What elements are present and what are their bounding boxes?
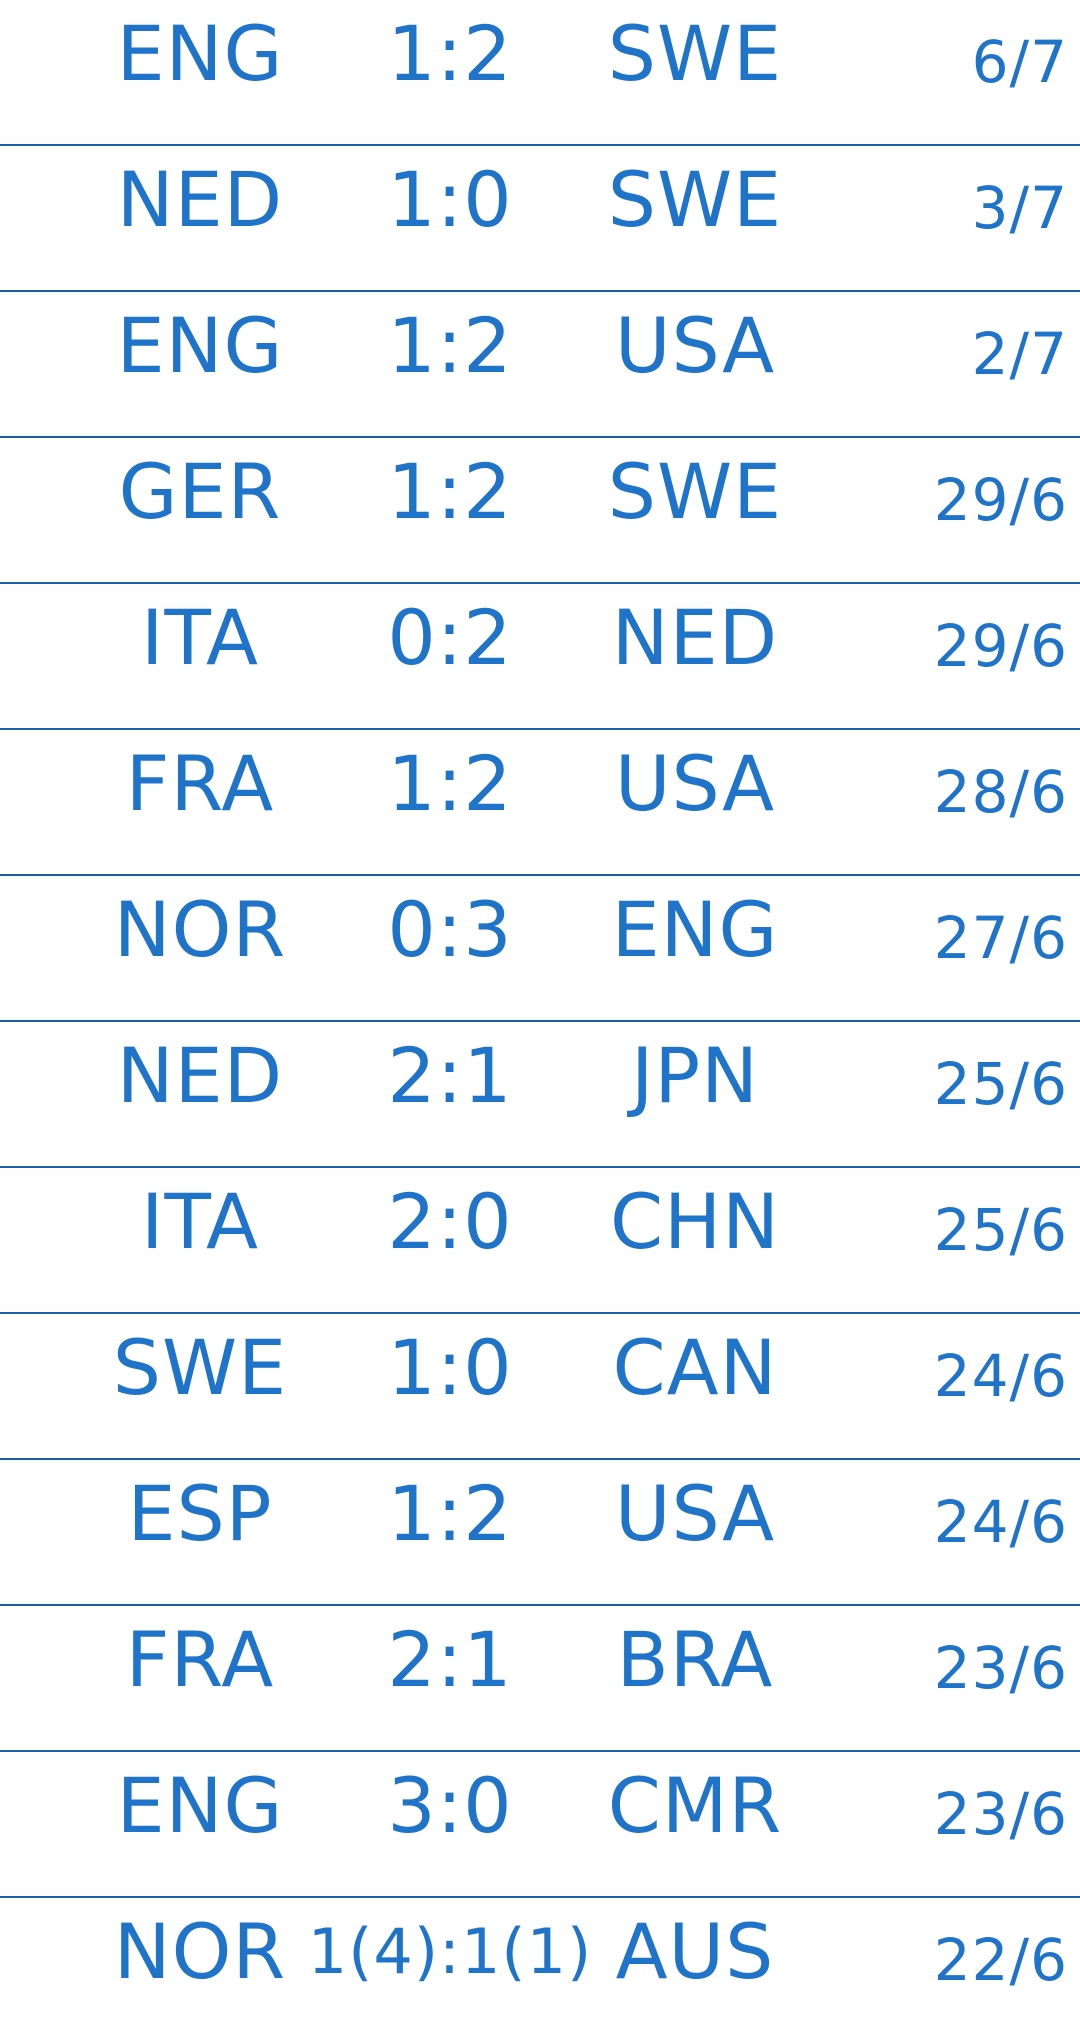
away-team: JPN xyxy=(630,1031,760,1120)
home-team: NED xyxy=(116,1031,284,1120)
match-row[interactable]: ENG 3:0 CMR 23/6 xyxy=(0,1752,1080,1898)
away-team: BRA xyxy=(616,1615,774,1704)
match-date: 25/6 xyxy=(933,1196,1068,1264)
match-score: 2:1 xyxy=(387,1615,513,1704)
home-team: NOR xyxy=(113,1907,287,1996)
away-team: SWE xyxy=(607,447,783,536)
home-team: ENG xyxy=(116,9,284,98)
match-date: 6/7 xyxy=(971,28,1068,96)
match-score: 1:0 xyxy=(387,1323,513,1412)
away-team: SWE xyxy=(607,155,783,244)
match-date: 29/6 xyxy=(933,466,1068,534)
match-row[interactable]: FRA 1:2 USA 28/6 xyxy=(0,730,1080,876)
match-row[interactable]: ESP 1:2 USA 24/6 xyxy=(0,1460,1080,1606)
match-row[interactable]: FRA 2:1 BRA 23/6 xyxy=(0,1606,1080,1752)
away-team: NED xyxy=(611,593,779,682)
match-score: 0:2 xyxy=(387,593,513,682)
match-row[interactable]: ITA 2:0 CHN 25/6 xyxy=(0,1168,1080,1314)
match-score: 1:2 xyxy=(387,301,513,390)
home-team: ITA xyxy=(141,593,259,682)
match-score: 1:2 xyxy=(387,739,513,828)
home-team: FRA xyxy=(125,1615,275,1704)
match-date: 27/6 xyxy=(933,904,1068,972)
away-team: CHN xyxy=(609,1177,781,1266)
match-score: 1:2 xyxy=(387,447,513,536)
match-row[interactable]: NED 2:1 JPN 25/6 xyxy=(0,1022,1080,1168)
match-row[interactable]: SWE 1:0 CAN 24/6 xyxy=(0,1314,1080,1460)
home-team: ENG xyxy=(116,301,284,390)
home-team: ENG xyxy=(116,1761,284,1850)
match-score: 0:3 xyxy=(387,885,513,974)
home-team: NED xyxy=(116,155,284,244)
match-score: 2:1 xyxy=(387,1031,513,1120)
away-team: CAN xyxy=(612,1323,778,1412)
match-row[interactable]: NOR 1(4):1(1) AUS 22/6 xyxy=(0,1898,1080,2044)
home-team: SWE xyxy=(112,1323,288,1412)
away-team: SWE xyxy=(607,9,783,98)
match-row[interactable]: NOR 0:3 ENG 27/6 xyxy=(0,876,1080,1022)
match-score: 2:0 xyxy=(387,1177,513,1266)
home-team: ITA xyxy=(141,1177,259,1266)
match-date: 2/7 xyxy=(971,320,1068,388)
away-team: ENG xyxy=(611,885,779,974)
home-team: ESP xyxy=(127,1469,273,1558)
match-date: 24/6 xyxy=(933,1488,1068,1556)
match-score: 3:0 xyxy=(387,1761,513,1850)
match-score: 1:2 xyxy=(387,9,513,98)
match-row[interactable]: ENG 1:2 USA 2/7 xyxy=(0,292,1080,438)
home-team: NOR xyxy=(113,885,287,974)
away-team: USA xyxy=(614,301,776,390)
match-row[interactable]: ITA 0:2 NED 29/6 xyxy=(0,584,1080,730)
home-team: FRA xyxy=(125,739,275,828)
match-date: 29/6 xyxy=(933,612,1068,680)
away-team: AUS xyxy=(615,1907,775,1996)
away-team: USA xyxy=(614,1469,776,1558)
match-date: 23/6 xyxy=(933,1634,1068,1702)
match-row[interactable]: ENG 1:2 SWE 6/7 xyxy=(0,0,1080,146)
match-date: 3/7 xyxy=(971,174,1068,242)
match-date: 28/6 xyxy=(933,758,1068,826)
match-row[interactable]: NED 1:0 SWE 3/7 xyxy=(0,146,1080,292)
home-team: GER xyxy=(118,447,282,536)
match-date: 25/6 xyxy=(933,1050,1068,1118)
match-date: 23/6 xyxy=(933,1780,1068,1848)
match-score: 1:0 xyxy=(387,155,513,244)
match-score: 1(4):1(1) xyxy=(307,1915,593,1988)
match-date: 22/6 xyxy=(933,1926,1068,1994)
match-date: 24/6 xyxy=(933,1342,1068,1410)
match-row[interactable]: GER 1:2 SWE 29/6 xyxy=(0,438,1080,584)
away-team: CMR xyxy=(607,1761,783,1850)
match-score: 1:2 xyxy=(387,1469,513,1558)
away-team: USA xyxy=(614,739,776,828)
